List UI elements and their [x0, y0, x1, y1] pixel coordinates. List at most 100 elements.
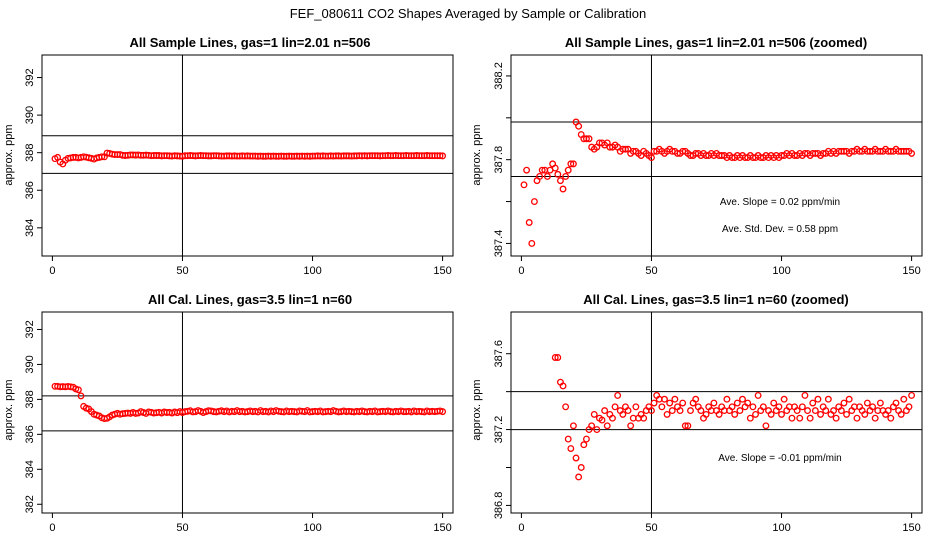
y-axis-label: approx. ppm: [3, 124, 15, 185]
panel-title: All Sample Lines, gas=1 lin=2.01 n=506: [130, 35, 371, 50]
data-point: [525, 219, 533, 226]
data-point: [98, 153, 106, 161]
x-tick-label: 0: [49, 265, 55, 277]
y-tick-label: 387.8: [493, 146, 505, 174]
data-point: [897, 410, 905, 418]
panel-title: All Cal. Lines, gas=3.5 lin=1 n=60 (zoom…: [583, 292, 849, 307]
data-point: [564, 435, 572, 443]
y-tick-label: 392: [24, 320, 36, 338]
data-points: [551, 354, 916, 481]
data-point: [697, 407, 705, 415]
data-point: [837, 407, 845, 415]
data-point: [876, 399, 884, 407]
data-point: [569, 160, 577, 168]
data-point: [728, 403, 736, 411]
data-point: [551, 354, 559, 361]
data-point: [684, 422, 692, 430]
plot-frame: [510, 311, 923, 514]
data-point: [892, 399, 900, 407]
data-point: [564, 166, 572, 174]
data-point: [582, 135, 590, 143]
x-tick-label: 100: [772, 522, 790, 534]
data-point: [590, 410, 598, 418]
plot-frame: [510, 54, 923, 257]
data-point: [536, 172, 544, 180]
data-point: [798, 403, 806, 411]
data-points: [51, 382, 447, 423]
data-point: [752, 410, 759, 418]
data-point: [619, 410, 627, 418]
y-tick-label: 387.2: [493, 416, 505, 444]
data-point: [908, 149, 916, 157]
data-point: [887, 414, 895, 422]
data-point: [832, 414, 840, 422]
panel-cal-zoomed: All Cal. Lines, gas=3.5 lin=1 n=60 (zoom…: [471, 292, 923, 534]
panel-title: All Sample Lines, gas=1 lin=2.01 n=506 (…: [565, 35, 867, 50]
data-point: [648, 154, 655, 162]
x-tick-label: 100: [303, 265, 321, 277]
data-points: [520, 118, 916, 247]
data-point: [530, 198, 538, 206]
y-axis-label: approx. ppm: [471, 124, 483, 185]
figure-title: FEF_080611 CO2 Shapes Averaged by Sample…: [290, 6, 647, 21]
data-point: [559, 185, 567, 193]
data-point: [74, 386, 82, 394]
data-points: [51, 149, 447, 168]
y-tick-label: 386.8: [493, 492, 505, 520]
data-point: [661, 395, 668, 403]
data-point: [804, 407, 811, 415]
data-point: [793, 407, 801, 415]
data-point: [575, 473, 583, 481]
y-tick-label: 388: [24, 390, 36, 408]
data-point: [822, 407, 830, 415]
data-point: [614, 391, 622, 399]
x-tick-label: 150: [902, 522, 920, 534]
data-point: [77, 392, 85, 400]
data-point: [908, 391, 916, 399]
y-tick-label: 386: [24, 181, 36, 199]
y-axis-label: approx. ppm: [3, 379, 15, 440]
data-point: [681, 422, 689, 430]
data-point: [588, 422, 596, 430]
x-tick-label: 50: [176, 265, 188, 277]
plot-frame: [41, 54, 454, 257]
data-point: [843, 410, 851, 418]
y-axis-label: approx. ppm: [471, 379, 483, 440]
data-point: [562, 172, 570, 180]
x-tick-label: 0: [518, 265, 524, 277]
y-tick-label: 386: [24, 425, 36, 443]
data-point: [551, 164, 559, 172]
data-point: [559, 382, 567, 390]
data-point: [538, 166, 546, 174]
x-tick-label: 100: [303, 522, 321, 534]
data-point: [528, 239, 536, 247]
data-point: [520, 181, 528, 189]
y-tick-label: 387.6: [493, 340, 505, 368]
data-point: [733, 399, 741, 407]
data-point: [603, 422, 611, 430]
y-tick-label: 388.2: [493, 62, 505, 90]
data-point: [611, 403, 619, 411]
data-point: [759, 403, 767, 411]
data-point: [436, 152, 444, 160]
y-tick-label: 387.4: [493, 230, 505, 258]
data-point: [608, 414, 616, 422]
data-point: [814, 395, 822, 403]
x-tick-label: 0: [49, 522, 55, 534]
data-point: [671, 395, 679, 403]
data-point: [767, 410, 775, 418]
slope-annotation: Ave. Slope = -0.01 ppm/min: [718, 453, 842, 464]
data-point: [632, 403, 640, 411]
data-point: [853, 414, 861, 422]
data-point: [817, 410, 825, 418]
data-point: [554, 354, 562, 361]
y-tick-label: 382: [24, 495, 36, 513]
data-point: [567, 445, 575, 452]
data-point: [739, 395, 746, 403]
data-point: [754, 391, 762, 399]
y-tick-label: 384: [24, 219, 36, 237]
data-point: [884, 407, 892, 415]
data-point: [598, 416, 606, 424]
data-point: [796, 414, 804, 422]
slope-annotation: Ave. Slope = 0.02 ppm/min: [720, 197, 840, 208]
